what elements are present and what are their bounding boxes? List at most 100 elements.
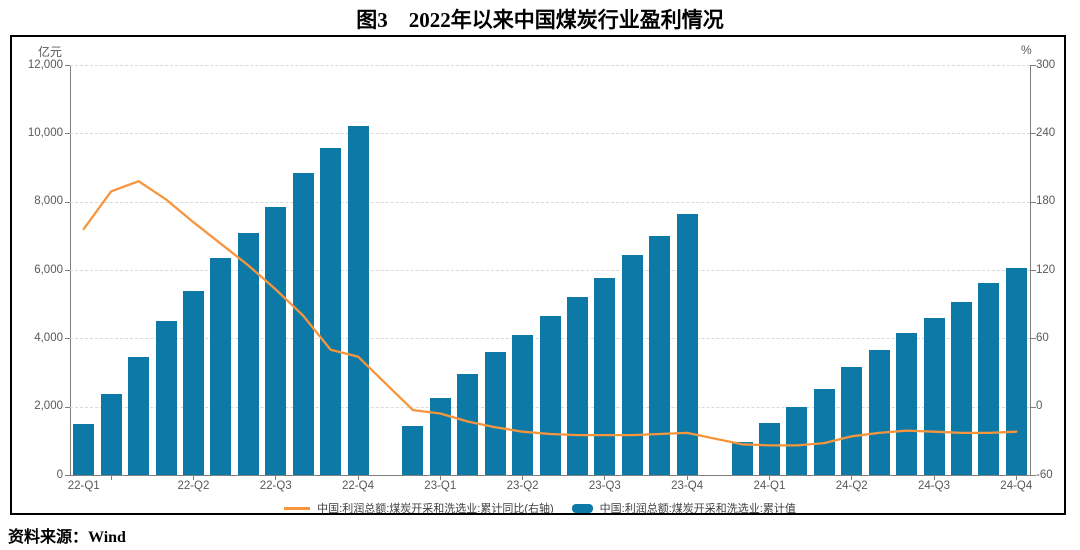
bar — [292, 172, 314, 475]
right-axis-tick — [1031, 201, 1036, 203]
left-axis-tick — [65, 65, 70, 66]
bar — [210, 258, 232, 475]
left-axis-tick — [65, 406, 70, 408]
bar — [128, 356, 150, 475]
bar — [758, 423, 780, 475]
legend: 中国:利润总额:煤炭开采和洗选业:累计同比(右轴) 中国:利润总额:煤炭开采和洗… — [0, 500, 1080, 516]
bar — [676, 214, 698, 475]
gridline — [70, 201, 1030, 203]
right-axis-tick — [1031, 133, 1036, 135]
bar — [1005, 268, 1027, 475]
x-axis-label: 22-Q3 — [259, 480, 292, 492]
bar — [100, 394, 122, 475]
bar — [731, 441, 753, 475]
x-axis-label: 22-Q1 — [67, 480, 100, 492]
x-axis-label: 24-Q1 — [753, 480, 786, 492]
bar — [621, 255, 643, 475]
right-axis-tick — [1031, 406, 1036, 408]
bar — [484, 351, 506, 475]
x-axis-tick — [522, 475, 524, 480]
x-axis-tick — [604, 475, 606, 480]
y-axis-label-right: 120 — [1036, 263, 1056, 276]
legend-label-line: 中国:利润总额:煤炭开采和洗选业:累计同比(右轴) — [317, 503, 554, 515]
figure-title: 图3 2022年以来中国煤炭行业盈利情况 — [356, 8, 724, 32]
x-axis-label: 23-Q1 — [424, 480, 457, 492]
legend-label-bar: 中国:利润总额:煤炭开采和洗选业:累计值 — [599, 503, 796, 515]
bar — [868, 349, 890, 475]
left-axis-unit: 亿元 — [38, 45, 63, 59]
bar — [594, 277, 616, 475]
x-axis-tick — [933, 475, 935, 480]
x-axis-tick — [192, 475, 194, 480]
bar — [73, 424, 95, 475]
x-axis-tick — [357, 475, 359, 480]
y-axis-label-right: 0 — [1036, 400, 1043, 413]
bar — [182, 290, 204, 475]
left-axis-tick — [65, 270, 70, 271]
bar — [978, 282, 1000, 475]
y-axis-label-left: 4,000 — [34, 331, 63, 344]
bar — [265, 207, 287, 475]
right-axis-tick — [1031, 270, 1036, 271]
right-axis-tick — [1031, 338, 1036, 340]
right-axis-line — [1030, 65, 1031, 476]
left-axis-tick — [65, 201, 70, 203]
x-axis-label: 22-Q2 — [177, 480, 210, 492]
bar — [566, 297, 588, 475]
bar — [813, 389, 835, 475]
left-axis-tick — [65, 338, 70, 340]
y-axis-label-right: 60 — [1036, 331, 1049, 344]
x-axis-tick — [686, 475, 688, 480]
line-series-swatch-icon — [284, 506, 311, 510]
right-axis-unit: % — [1021, 43, 1032, 57]
x-axis-tick — [110, 475, 112, 480]
x-axis-line — [70, 475, 1031, 476]
right-axis-tick — [1031, 475, 1036, 476]
x-axis-label: 24-Q2 — [835, 480, 868, 492]
gridline — [70, 270, 1030, 271]
y-axis-label-right: 240 — [1036, 126, 1056, 139]
x-axis-label: 22-Q4 — [342, 480, 374, 492]
y-axis-label-right: 180 — [1036, 195, 1056, 208]
x-axis-label: 23-Q4 — [671, 480, 704, 492]
trend-line — [82, 180, 1018, 447]
bar — [155, 320, 177, 475]
bar — [347, 126, 369, 475]
bar — [512, 334, 534, 475]
y-axis-label-left: 10,000 — [27, 126, 63, 139]
x-axis-label: 24-Q4 — [1000, 480, 1033, 492]
x-axis-tick — [768, 475, 770, 480]
right-axis-tick — [1031, 65, 1036, 66]
bar — [649, 235, 671, 475]
legend-item-bar: 中国:利润总额:煤炭开采和洗选业:累计值 — [571, 500, 796, 516]
bar — [320, 147, 342, 475]
bar — [237, 233, 259, 475]
source-note: 资料来源：Wind — [8, 529, 126, 546]
bar — [402, 425, 424, 475]
bar — [841, 366, 863, 475]
x-axis-label: 24-Q3 — [918, 480, 950, 492]
left-axis-tick — [65, 133, 70, 135]
y-axis-label-left: 6,000 — [34, 263, 63, 276]
y-axis-label-right: -60 — [1036, 468, 1053, 481]
bar-series-swatch-icon — [571, 503, 593, 513]
y-axis-label-left: 0 — [56, 468, 63, 481]
bar — [457, 373, 479, 475]
bar — [896, 333, 918, 475]
plot-area — [70, 65, 1030, 475]
x-axis-tick — [439, 475, 441, 480]
y-axis-label-left: 12,000 — [27, 58, 63, 71]
x-axis-tick — [1015, 475, 1017, 480]
x-axis-tick — [275, 475, 277, 480]
x-axis-tick — [851, 475, 853, 480]
y-axis-label-right: 300 — [1036, 58, 1056, 71]
bar — [786, 407, 808, 475]
x-axis-label: 23-Q2 — [506, 480, 539, 492]
left-axis-tick — [65, 475, 70, 476]
bar — [429, 398, 451, 475]
bar — [923, 318, 945, 475]
x-axis-label: 23-Q3 — [588, 480, 621, 492]
legend-item-line: 中国:利润总额:煤炭开采和洗选业:累计同比(右轴) — [284, 500, 554, 516]
gridline — [70, 133, 1030, 135]
